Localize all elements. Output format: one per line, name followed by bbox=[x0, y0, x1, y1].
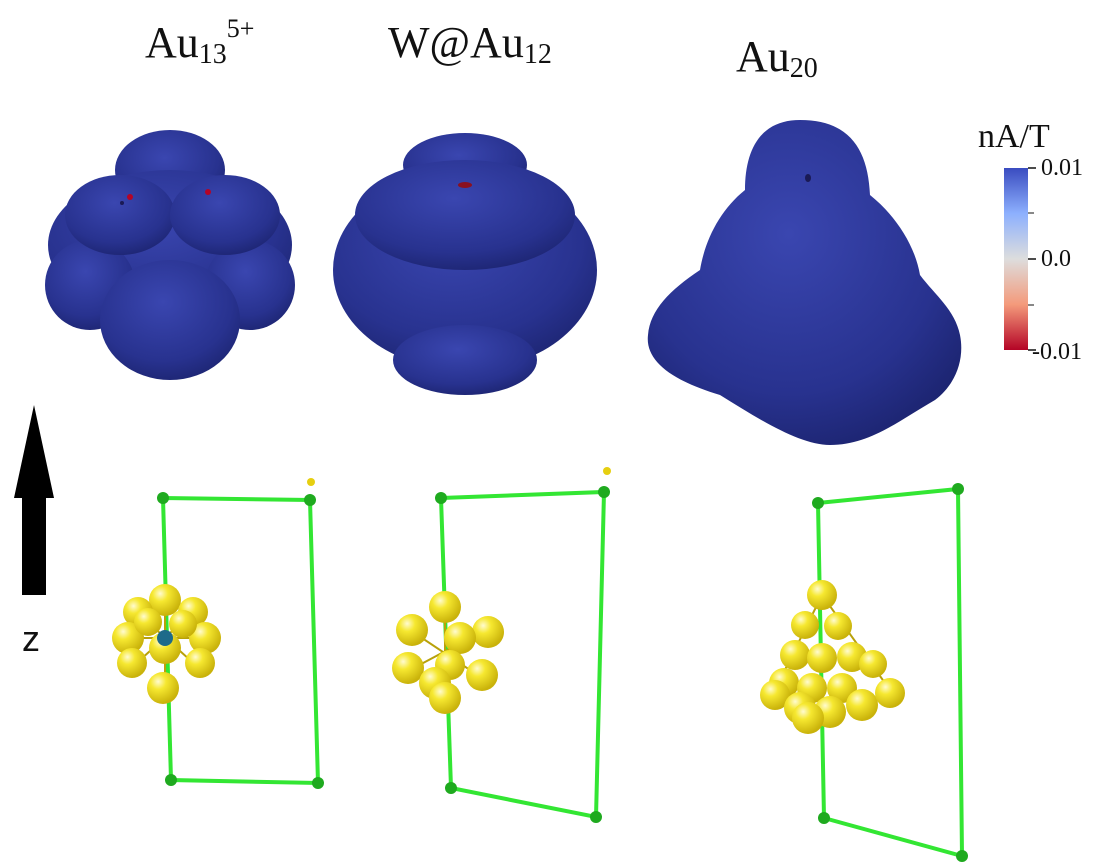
cluster-wau12 bbox=[392, 591, 504, 714]
colorbar-tick-low: -0.01 bbox=[1032, 339, 1082, 365]
cell-vertices-au13 bbox=[157, 492, 324, 789]
small-atom-wau12 bbox=[603, 467, 611, 475]
cluster-au20 bbox=[760, 580, 905, 734]
unit-cell-au13 bbox=[161, 496, 321, 786]
isosurface-au13 bbox=[45, 130, 295, 380]
panel-title-wau12: W@Au12 bbox=[388, 18, 552, 70]
colorbar-label: nA/T bbox=[978, 118, 1050, 155]
isosurface-wau12 bbox=[333, 133, 597, 395]
isosurface-au20 bbox=[647, 120, 962, 445]
cell-vertices-wau12 bbox=[435, 486, 610, 823]
small-atom-au13 bbox=[307, 478, 315, 486]
unit-cell-au20 bbox=[816, 486, 965, 859]
panel-title-au13: Au135+ bbox=[145, 14, 255, 70]
colorbar-tick-high: 0.01 bbox=[1041, 155, 1083, 181]
center-atom bbox=[157, 630, 173, 646]
colorbar bbox=[1004, 167, 1036, 351]
cell-vertices-au20 bbox=[812, 483, 968, 862]
z-axis-arrow bbox=[14, 405, 54, 595]
colorbar-tick-mid: 0.0 bbox=[1041, 246, 1071, 272]
panel-title-au20: Au20 bbox=[736, 32, 818, 84]
cluster-au13 bbox=[112, 584, 221, 704]
unit-cell-wau12 bbox=[439, 489, 607, 820]
z-axis-label: z bbox=[22, 618, 40, 659]
